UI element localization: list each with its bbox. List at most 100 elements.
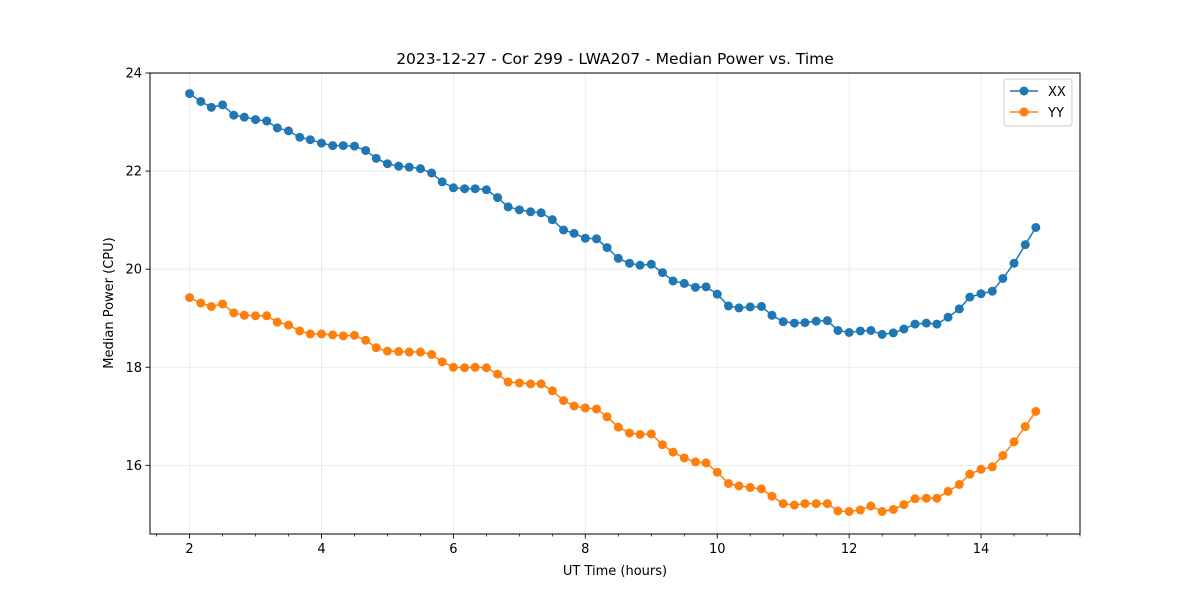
data-point-xx <box>932 319 942 329</box>
data-point-yy <box>437 357 447 367</box>
data-point-xx <box>404 162 414 172</box>
data-point-yy <box>382 346 392 356</box>
y-tick-label: 16 <box>125 459 142 474</box>
data-point-yy <box>712 467 722 477</box>
data-point-xx <box>789 318 799 328</box>
data-point-xx <box>361 145 371 155</box>
data-point-xx <box>767 310 777 320</box>
x-tick-label: 12 <box>841 542 858 557</box>
data-point-xx <box>328 141 338 151</box>
data-point-yy <box>844 506 854 516</box>
data-point-yy <box>987 462 997 472</box>
data-point-xx <box>349 141 359 151</box>
data-point-yy <box>1031 406 1041 416</box>
data-point-yy <box>481 363 491 373</box>
data-point-xx <box>272 123 282 133</box>
data-point-xx <box>657 268 667 278</box>
data-point-yy <box>734 481 744 491</box>
x-tick-label: 8 <box>581 542 589 557</box>
data-point-xx <box>844 327 854 337</box>
data-point-xx <box>613 253 623 263</box>
series-layer <box>185 89 1041 516</box>
data-point-xx <box>526 207 536 217</box>
data-point-xx <box>602 243 612 253</box>
data-point-xx <box>559 225 569 235</box>
data-point-yy <box>526 379 536 389</box>
data-point-yy <box>679 453 689 463</box>
x-tick-label: 14 <box>973 542 990 557</box>
data-point-xx <box>734 303 744 313</box>
data-point-xx <box>218 100 228 110</box>
data-point-yy <box>668 447 678 457</box>
data-point-yy <box>646 429 656 439</box>
data-point-yy <box>833 506 843 516</box>
data-point-xx <box>514 205 524 215</box>
data-point-yy <box>460 363 470 373</box>
data-point-xx <box>316 138 326 148</box>
data-point-yy <box>690 457 700 467</box>
data-point-xx <box>338 141 348 151</box>
data-point-yy <box>965 469 975 479</box>
data-point-yy <box>514 378 524 388</box>
data-point-yy <box>218 299 228 309</box>
data-point-xx <box>635 260 645 270</box>
data-point-xx <box>690 282 700 292</box>
data-point-yy <box>503 377 513 387</box>
data-point-xx <box>646 259 656 269</box>
data-point-yy <box>394 347 404 357</box>
data-point-xx <box>921 318 931 328</box>
data-point-yy <box>888 504 898 514</box>
data-point-xx <box>394 161 404 171</box>
data-point-xx <box>888 328 898 338</box>
data-point-yy <box>1020 422 1030 432</box>
data-point-yy <box>470 362 480 372</box>
data-point-xx <box>910 319 920 329</box>
data-point-xx <box>206 102 216 112</box>
data-point-xx <box>866 325 876 335</box>
data-point-xx <box>679 278 689 288</box>
data-point-xx <box>470 184 480 194</box>
data-point-xx <box>723 301 733 311</box>
data-point-yy <box>811 499 821 509</box>
y-tick-label: 20 <box>125 263 142 278</box>
data-point-xx <box>196 96 206 106</box>
data-point-xx <box>547 215 557 225</box>
data-point-yy <box>272 317 282 327</box>
x-tick-label: 10 <box>709 542 726 557</box>
data-point-xx <box>448 183 458 193</box>
data-point-xx <box>305 135 315 145</box>
data-point-yy <box>206 301 216 311</box>
data-point-yy <box>427 350 437 359</box>
data-point-yy <box>251 311 261 321</box>
x-axis-label: UT Time (hours) <box>563 564 667 579</box>
data-point-yy <box>910 494 920 504</box>
data-point-xx <box>899 324 909 334</box>
data-point-xx <box>701 282 711 292</box>
data-point-yy <box>295 326 305 336</box>
data-point-xx <box>745 302 755 312</box>
data-point-yy <box>559 396 569 406</box>
data-point-xx <box>481 185 491 195</box>
data-point-yy <box>448 362 458 372</box>
data-point-yy <box>778 499 788 509</box>
data-point-xx <box>1031 222 1041 232</box>
data-point-xx <box>1020 240 1030 250</box>
data-point-xx <box>811 316 821 326</box>
data-point-yy <box>855 505 865 515</box>
legend-label-xx: XX <box>1048 85 1066 100</box>
data-point-yy <box>284 320 294 330</box>
data-point-yy <box>998 451 1008 461</box>
data-point-yy <box>1009 437 1019 447</box>
data-point-xx <box>251 115 261 125</box>
data-point-xx <box>800 318 810 328</box>
data-point-xx <box>855 326 865 336</box>
data-point-yy <box>932 493 942 503</box>
data-point-yy <box>239 310 249 320</box>
data-point-yy <box>822 499 832 509</box>
data-point-yy <box>569 401 579 411</box>
data-point-xx <box>295 132 305 142</box>
data-point-xx <box>493 193 503 203</box>
x-tick-label: 4 <box>317 542 325 557</box>
